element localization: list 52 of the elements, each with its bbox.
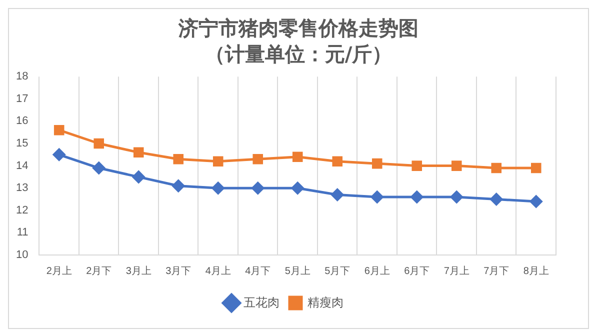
point [372,158,382,169]
x-tick-label: 4月上 [205,264,231,277]
x-tick-label: 7月上 [444,264,470,277]
point [490,193,503,206]
x-tick-label: 3月上 [126,264,152,277]
y-tick-label: 17 [16,92,28,105]
point [332,156,343,166]
x-tick-label: 6月上 [364,264,390,277]
point [292,152,303,162]
x-tick-label: 5月上 [284,264,310,277]
y-tick-label: 14 [16,160,28,172]
point [52,148,66,161]
point [172,180,185,192]
point [54,124,64,136]
x-tick-label: 8月上 [523,264,549,277]
point [530,162,542,174]
legend-label: 精瘦肉 [308,295,344,310]
point [173,154,184,164]
point [291,182,304,194]
chart-title: 济宁市猪肉零售价格走势图 [177,15,420,41]
y-tick-label: 13 [16,182,28,194]
point [132,170,145,184]
point [252,182,264,194]
point [450,190,463,204]
point [370,190,384,204]
x-tick-label: 5月下 [324,266,350,277]
y-tick-label: 11 [16,226,28,239]
y-tick-label: 10 [16,249,28,262]
point [491,162,502,174]
point [410,190,424,204]
point [133,147,144,158]
y-tick-label: 12 [16,204,28,216]
x-tick-label: 2月下 [86,266,112,277]
y-tick-label: 18 [16,70,28,83]
point [331,188,344,202]
point [530,195,542,208]
y-tick-label: 16 [16,115,28,128]
x-tick-label: 6月下 [404,266,430,277]
x-tick-label: 3月下 [166,266,192,277]
point [94,138,104,149]
point [212,156,224,166]
x-tick-label: 4月下 [245,266,271,277]
legend-label: 五花肉 [244,295,280,310]
point [212,182,224,194]
point [451,160,462,171]
y-tick-label: 15 [16,138,28,150]
x-tick-label: 7月下 [484,266,510,277]
point [92,162,106,174]
point [412,160,422,171]
chart-subtitle: （计量单位：元/斤） [204,41,394,67]
x-tick-label: 2月上 [46,264,72,277]
point [252,154,264,164]
